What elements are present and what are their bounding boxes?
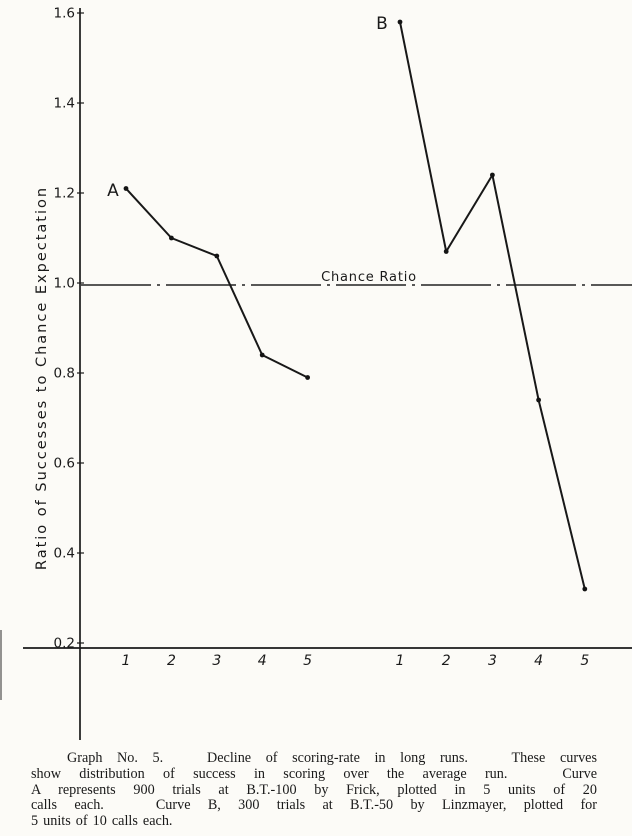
curve-B-label: B — [376, 14, 388, 34]
curve-A-point — [259, 352, 265, 358]
caption-line-1: Graph No. 5. Decline of scoring-rate in … — [67, 750, 597, 766]
curve-B-point — [536, 397, 541, 403]
caption-line-3: A represents 900 trials at B.T.-100 by F… — [31, 781, 597, 798]
x-tick-label-group-1: 4 — [258, 653, 267, 669]
x-tick-labels: 1 2 3 4 5 1 2 3 4 5 — [122, 653, 590, 669]
caption: Graph No. 5. Decline of scoring-rate in … — [31, 750, 597, 830]
curve-B-point — [582, 586, 588, 592]
scan-edge-artifact — [0, 630, 2, 700]
x-tick-label-group-2: 2 — [442, 653, 451, 669]
caption-line-5: 5 units of 10 calls each. — [31, 813, 173, 830]
x-tick-label-group-1: 2 — [167, 653, 176, 669]
x-tick-label-group-2: 3 — [488, 653, 497, 669]
x-tick-label-group-2: 5 — [580, 653, 589, 669]
curves: AB — [107, 14, 588, 592]
curve-B-point — [397, 19, 403, 25]
y-tick-label: 1.4 — [54, 96, 75, 112]
curve-A-point — [123, 186, 129, 191]
y-tick-labels: 1.6 1.4 1.2 1.0 0.8 0.6 0.4 0.2 — [54, 6, 84, 652]
x-tick-label-group-1: 1 — [122, 653, 131, 669]
curve-B-line — [399, 21, 586, 590]
y-tick-label: 1.0 — [54, 276, 75, 292]
y-tick-label: 0.2 — [54, 636, 75, 652]
curve-B-point — [443, 249, 449, 254]
y-axis-title: Ratio of Successes to Chance Expectation — [34, 186, 50, 570]
caption-line-2: show distribution of success in scoring … — [31, 765, 597, 782]
y-tick-label: 1.6 — [54, 6, 75, 22]
y-tick-label: 0.8 — [54, 366, 75, 382]
curve-A-point — [305, 375, 310, 380]
caption-line-4: calls each. Curve B, 300 trials at B.T.-… — [31, 797, 597, 814]
curve-A-point — [214, 253, 220, 259]
y-tick-label: 0.4 — [54, 546, 75, 562]
chance-ratio-label: Chance Ratio — [321, 270, 417, 285]
curve-B-point — [490, 172, 495, 178]
y-tick-label: 1.2 — [54, 186, 75, 202]
y-tick-label: 0.6 — [54, 456, 75, 472]
x-tick-label-group-2: 1 — [396, 653, 405, 669]
x-tick-label-group-2: 4 — [534, 653, 543, 669]
graph-no-5-chart: Chance Ratio Ratio of Successes to Chanc… — [23, 6, 632, 740]
curve-A-point — [169, 235, 174, 241]
x-tick-label-group-1: 5 — [303, 653, 312, 669]
curve-A-label: A — [107, 181, 119, 201]
x-tick-label-group-1: 3 — [212, 653, 221, 669]
curve-A-line — [125, 187, 309, 379]
